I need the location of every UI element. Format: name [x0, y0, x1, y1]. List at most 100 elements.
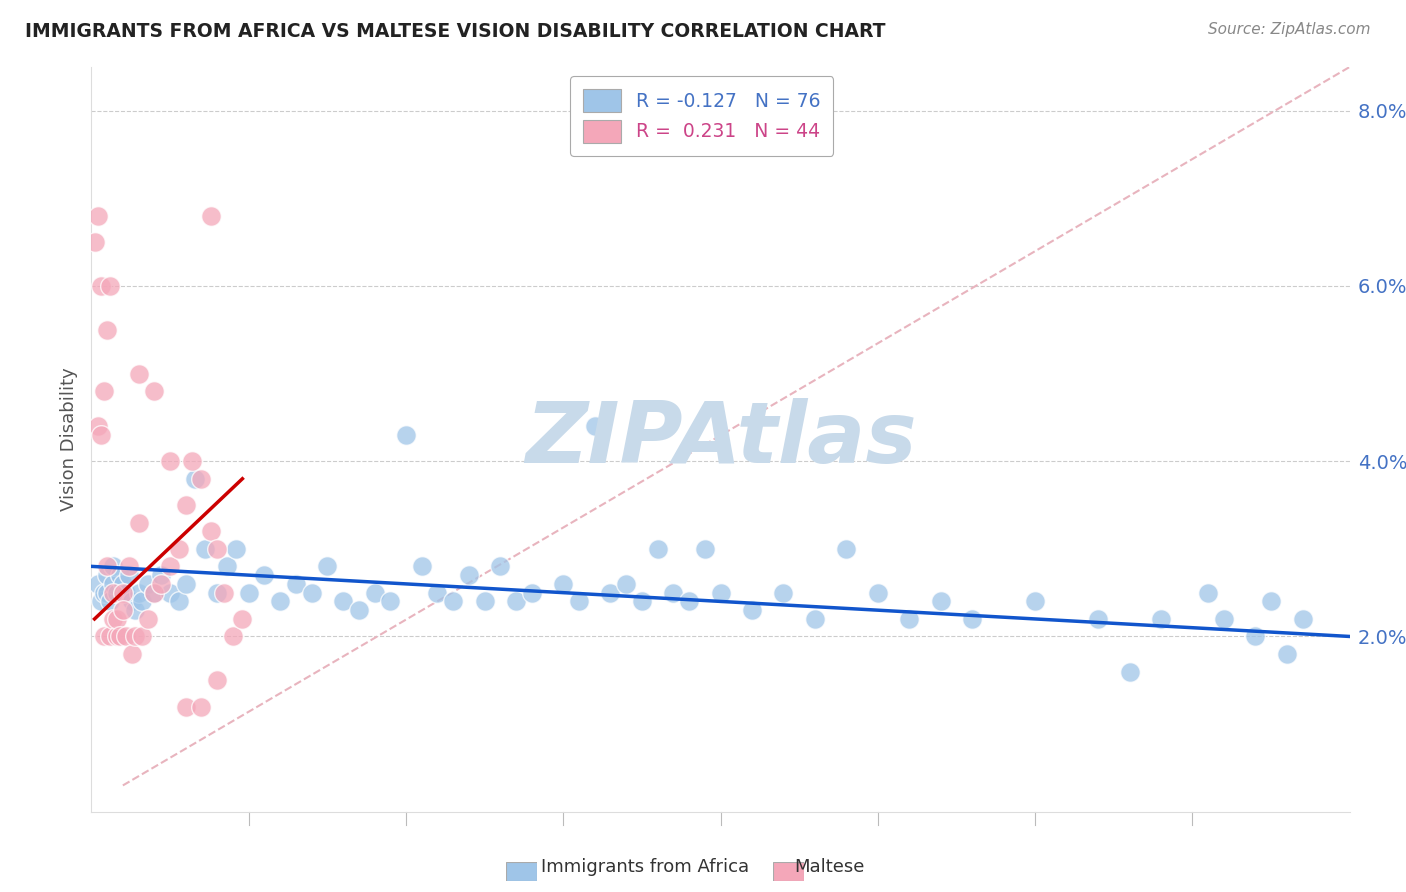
Point [149, 577, 172, 591]
Point [1212, 612, 1236, 626]
Point [83, 235, 105, 249]
Text: Maltese: Maltese [794, 858, 865, 876]
Point [238, 585, 260, 599]
Point [128, 585, 150, 599]
Point [962, 612, 984, 626]
Point [159, 454, 181, 468]
Point [136, 577, 159, 591]
Point [741, 603, 763, 617]
Point [395, 428, 418, 442]
Point [105, 630, 128, 644]
Point [614, 577, 637, 591]
Point [583, 419, 606, 434]
Point [90, 279, 112, 293]
Point [96, 323, 118, 337]
Point [159, 559, 181, 574]
Point [678, 594, 700, 608]
Point [568, 594, 591, 608]
Point [124, 603, 146, 617]
Point [115, 585, 138, 599]
Point [631, 594, 654, 608]
Text: 40.0%: 40.0% [1294, 890, 1350, 892]
Point [143, 585, 166, 599]
Point [380, 594, 402, 608]
Point [284, 577, 307, 591]
Point [363, 585, 385, 599]
Point [103, 585, 125, 599]
Point [316, 559, 339, 574]
Point [121, 647, 143, 661]
Point [128, 516, 150, 530]
Point [804, 612, 827, 626]
Point [426, 585, 449, 599]
Point [105, 585, 128, 599]
Point [205, 541, 228, 556]
Point [121, 594, 143, 608]
Point [86, 419, 108, 434]
Point [149, 568, 172, 582]
Point [105, 612, 128, 626]
Point [1087, 612, 1109, 626]
Point [647, 541, 669, 556]
Point [111, 585, 134, 599]
Point [93, 585, 115, 599]
Point [194, 541, 217, 556]
Point [200, 209, 222, 223]
Point [159, 585, 181, 599]
Point [136, 612, 159, 626]
Point [866, 585, 889, 599]
Point [1197, 585, 1219, 599]
Point [131, 594, 153, 608]
Point [118, 559, 141, 574]
Text: 0.0%: 0.0% [91, 890, 136, 892]
Point [489, 559, 512, 574]
Point [118, 568, 141, 582]
Point [184, 472, 207, 486]
Point [772, 585, 794, 599]
Point [108, 568, 131, 582]
Point [411, 559, 433, 574]
Point [225, 541, 247, 556]
Point [301, 585, 323, 599]
Point [347, 603, 370, 617]
Point [93, 630, 115, 644]
Point [115, 630, 138, 644]
Point [93, 384, 115, 398]
Y-axis label: Vision Disability: Vision Disability [59, 368, 77, 511]
Point [200, 524, 222, 539]
Point [181, 454, 204, 468]
Point [86, 577, 108, 591]
Point [269, 594, 291, 608]
Point [1244, 630, 1267, 644]
Point [124, 630, 146, 644]
Point [505, 594, 527, 608]
Point [1024, 594, 1046, 608]
Point [835, 541, 858, 556]
Point [96, 585, 118, 599]
Point [131, 630, 153, 644]
Point [111, 603, 134, 617]
Point [108, 630, 131, 644]
Point [441, 594, 464, 608]
Legend: R = -0.127   N = 76, R =  0.231   N = 44: R = -0.127 N = 76, R = 0.231 N = 44 [569, 77, 834, 156]
Point [143, 585, 166, 599]
Point [98, 594, 121, 608]
Point [222, 630, 245, 644]
Text: Source: ZipAtlas.com: Source: ZipAtlas.com [1208, 22, 1371, 37]
Point [457, 568, 479, 582]
Point [128, 367, 150, 381]
Point [253, 568, 276, 582]
Point [205, 585, 228, 599]
Point [90, 594, 112, 608]
Point [190, 472, 212, 486]
Point [474, 594, 496, 608]
Point [103, 612, 125, 626]
Point [709, 585, 731, 599]
Point [205, 673, 228, 688]
Point [1150, 612, 1173, 626]
Point [143, 384, 166, 398]
Point [96, 568, 118, 582]
Point [169, 541, 191, 556]
Point [103, 577, 125, 591]
Point [1260, 594, 1282, 608]
